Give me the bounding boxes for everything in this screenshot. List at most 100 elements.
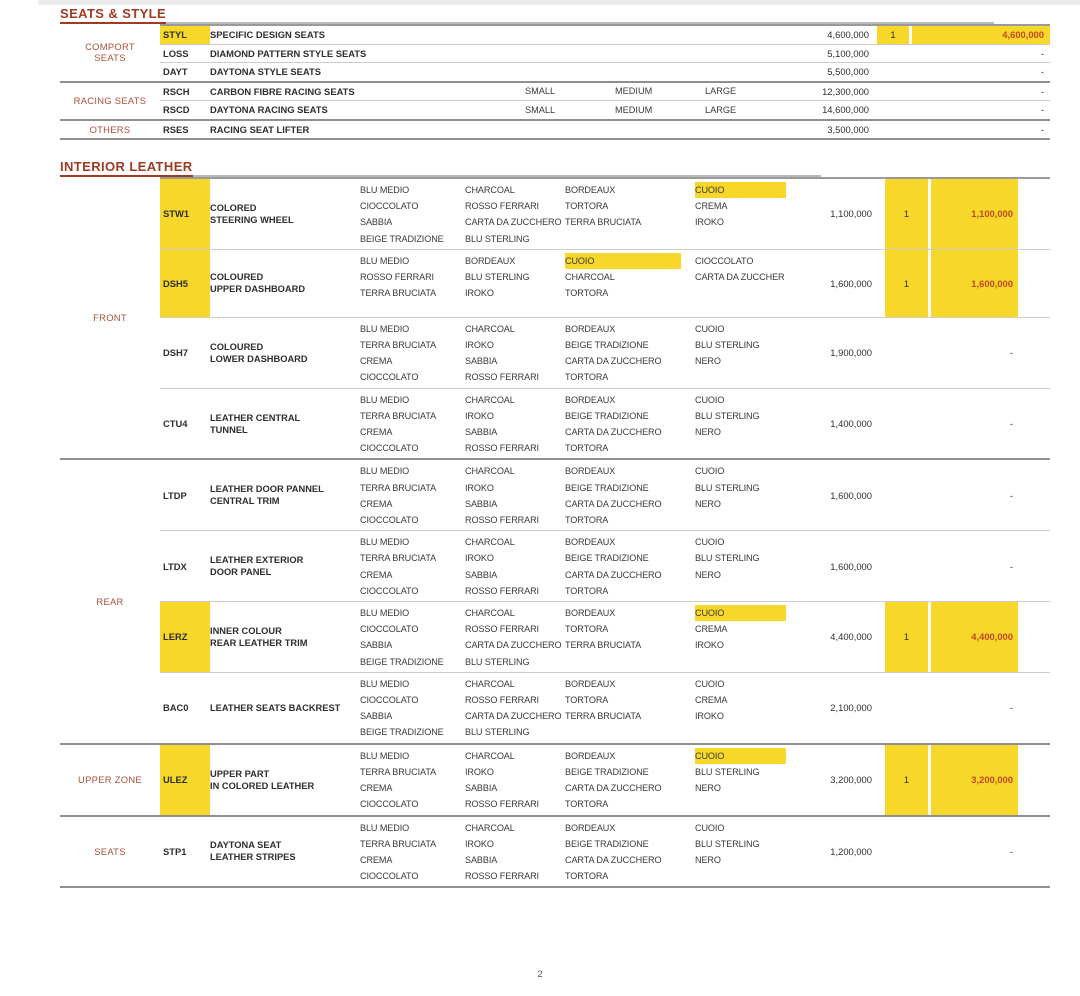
color-option: CIOCCOLATO	[360, 585, 419, 596]
color-column: CUOIO CREMA IROKO	[695, 604, 800, 670]
option-row: LERZ INNER COLOUR REAR LEATHER TRIM BLU MED…	[160, 602, 1050, 673]
option-name-line: IN COLORED LEATHER	[210, 780, 315, 791]
color-column: CHARCOAL IROKO SABBIA ROSSO FERRARI	[465, 462, 565, 528]
option-name-line: DOOR PANEL	[210, 567, 272, 578]
color-option: CREMA	[695, 624, 728, 635]
section-title-rule	[192, 175, 821, 177]
color-option: IROKO	[465, 288, 494, 299]
option-name-line: TUNNEL	[210, 424, 248, 435]
color-option: BORDEAUX	[465, 255, 516, 266]
color-option: TORTORA	[565, 372, 609, 383]
color-option: SABBIA	[465, 854, 498, 865]
color-column: CUOIO BLU STERLING NERO	[695, 320, 800, 386]
option-name-line: COLORED	[210, 202, 257, 213]
color-option: CARTA DA ZUCCHERO	[465, 217, 562, 228]
color-column: CUOIO BLU STERLING NERO	[695, 747, 800, 813]
color-column: CUOIO BLU STERLING NERO	[695, 533, 800, 599]
group-label-line: UPPER ZONE	[78, 773, 142, 785]
color-option: CIOCCOLATO	[695, 255, 754, 266]
color-option: CARTA DA ZUCCHERO	[565, 783, 662, 794]
option-quantity	[885, 462, 928, 528]
option-total: -	[1009, 845, 1013, 857]
color-column: BLU MEDIO CIOCCOLATO SABBIA BEIGE TRADIZION…	[360, 675, 465, 741]
color-option: BLU MEDIO	[360, 678, 410, 689]
option-code: BAC0	[163, 702, 189, 714]
color-option: BEIGE TRADIZIONE	[565, 838, 649, 849]
option-price: 1,100,000	[830, 208, 872, 220]
option-price: 1,600,000	[830, 560, 872, 572]
color-option: ROSSO FERRARI	[465, 695, 539, 706]
option-code: LTDX	[163, 560, 187, 572]
option-row: CTU4 LEATHER CENTRAL TUNNEL BLU MEDIO TERRA …	[160, 389, 1050, 459]
group-label: RACING SEATS	[60, 83, 160, 119]
color-option: CHARCOAL	[465, 608, 515, 619]
option-name: CARBON FIBRE RACING SEATS	[210, 85, 355, 97]
color-column: CUOIO BLU STERLING NERO	[695, 819, 800, 885]
option-name: LEATHER CENTRAL TUNNEL	[210, 391, 360, 457]
color-column: CHARCOAL IROKO SABBIA ROSSO FERRARI	[465, 533, 565, 599]
size-option: SMALL	[525, 86, 556, 97]
option-price: 1,900,000	[830, 347, 872, 359]
option-name-line: COLOURED	[210, 341, 264, 352]
option-quantity	[877, 63, 909, 81]
color-column: BLU MEDIO TERRA BRUCIATA CREMA CIOCCOLATO	[360, 819, 465, 885]
color-column: BLU MEDIO CIOCCOLATO SABBIA BEIGE TRADIZION…	[360, 181, 465, 247]
option-name: DAYTONA RACING SEATS	[210, 104, 328, 116]
color-option: SABBIA	[465, 569, 498, 580]
option-name: LEATHER SEATS BACKREST	[210, 675, 360, 741]
option-row: STP1 DAYTONA SEAT LEATHER STRIPES BLU MEDIO…	[160, 817, 1050, 887]
group-label: SEATS	[60, 817, 160, 887]
option-code: DAYT	[163, 66, 188, 78]
option-name: RACING SEAT LIFTER	[210, 123, 310, 135]
color-option-selected: CUOIO	[695, 605, 786, 622]
color-option: CHARCOAL	[465, 185, 515, 195]
option-group: UPPER ZONE ULEZ UPPER PART IN COLORED LEATH…	[60, 744, 1050, 817]
color-option: BLU STERLING	[695, 482, 760, 493]
color-option: BEIGE TRADIZIONE	[565, 410, 649, 421]
section-title: SEATS & STYLE	[60, 6, 167, 24]
color-option: TORTORA	[565, 585, 609, 596]
color-option: CIOCCOLATO	[360, 443, 419, 454]
color-option: CHARCOAL	[465, 678, 515, 689]
color-column: BLU MEDIO TERRA BRUCIATA CREMA CIOCCOLATO	[360, 320, 465, 386]
color-option: SABBIA	[465, 783, 498, 794]
color-option: CUOIO	[695, 466, 725, 477]
option-name-line: LEATHER DOOR PANNEL	[210, 484, 324, 495]
option-row: ULEZ UPPER PART IN COLORED LEATHER BLU MEDI…	[160, 744, 1050, 815]
option-code: LTDP	[163, 489, 187, 501]
color-column: BORDEAUX BEIGE TRADIZIONE CARTA DA ZUCCHER…	[565, 747, 695, 813]
color-option: BORDEAUX	[565, 750, 616, 761]
color-option: TORTORA	[565, 288, 609, 299]
option-quantity	[885, 391, 928, 457]
option-name-line: DAYTONA SEAT	[210, 840, 282, 851]
color-option: BLU STERLING	[465, 272, 530, 283]
color-option: BLU STERLING	[695, 410, 760, 421]
color-option: BEIGE TRADIZIONE	[360, 656, 444, 667]
color-option: TORTORA	[565, 799, 609, 810]
option-price: 12,300,000	[822, 85, 869, 97]
option-group: COMPORT SEATS STYL SPECIFIC DESIGN SEATS 4,6…	[60, 24, 1050, 83]
color-option: BEIGE TRADIZIONE	[565, 553, 649, 564]
option-total: -	[1040, 123, 1044, 135]
color-option: BORDEAUX	[565, 822, 616, 833]
section-leather: INTERIOR LEATHER FRONT STW1 COLORED STEERING…	[60, 159, 1050, 889]
color-option: BEIGE TRADIZIONE	[565, 340, 649, 351]
color-option: SABBIA	[465, 356, 498, 367]
color-option: BLU MEDIO	[360, 822, 410, 833]
color-option: TERRA BRUCIATA	[360, 766, 437, 777]
option-name-line: CENTRAL TRIM	[210, 496, 280, 507]
color-option: CARTA DA ZUCCHERO	[565, 854, 662, 865]
group-label: REAR	[60, 460, 160, 742]
option-total: -	[1040, 47, 1044, 59]
color-option: BEIGE TRADIZIONE	[565, 766, 649, 777]
option-name: LEATHER EXTERIOR DOOR PANEL	[210, 533, 360, 599]
color-option: CREMA	[695, 201, 728, 212]
scan-edge-shading	[38, 0, 1080, 5]
color-option: ROSSO FERRARI	[465, 443, 539, 454]
color-option: CIOCCOLATO	[360, 871, 419, 882]
option-group: SEATS STP1 DAYTONA SEAT LEATHER STRIPES BLU …	[60, 817, 1050, 889]
color-option: NERO	[695, 783, 721, 794]
color-option: CHARCOAL	[465, 750, 515, 761]
size-option: LARGE	[705, 104, 737, 115]
color-column: CHARCOAL IROKO SABBIA ROSSO FERRARI	[465, 320, 565, 386]
